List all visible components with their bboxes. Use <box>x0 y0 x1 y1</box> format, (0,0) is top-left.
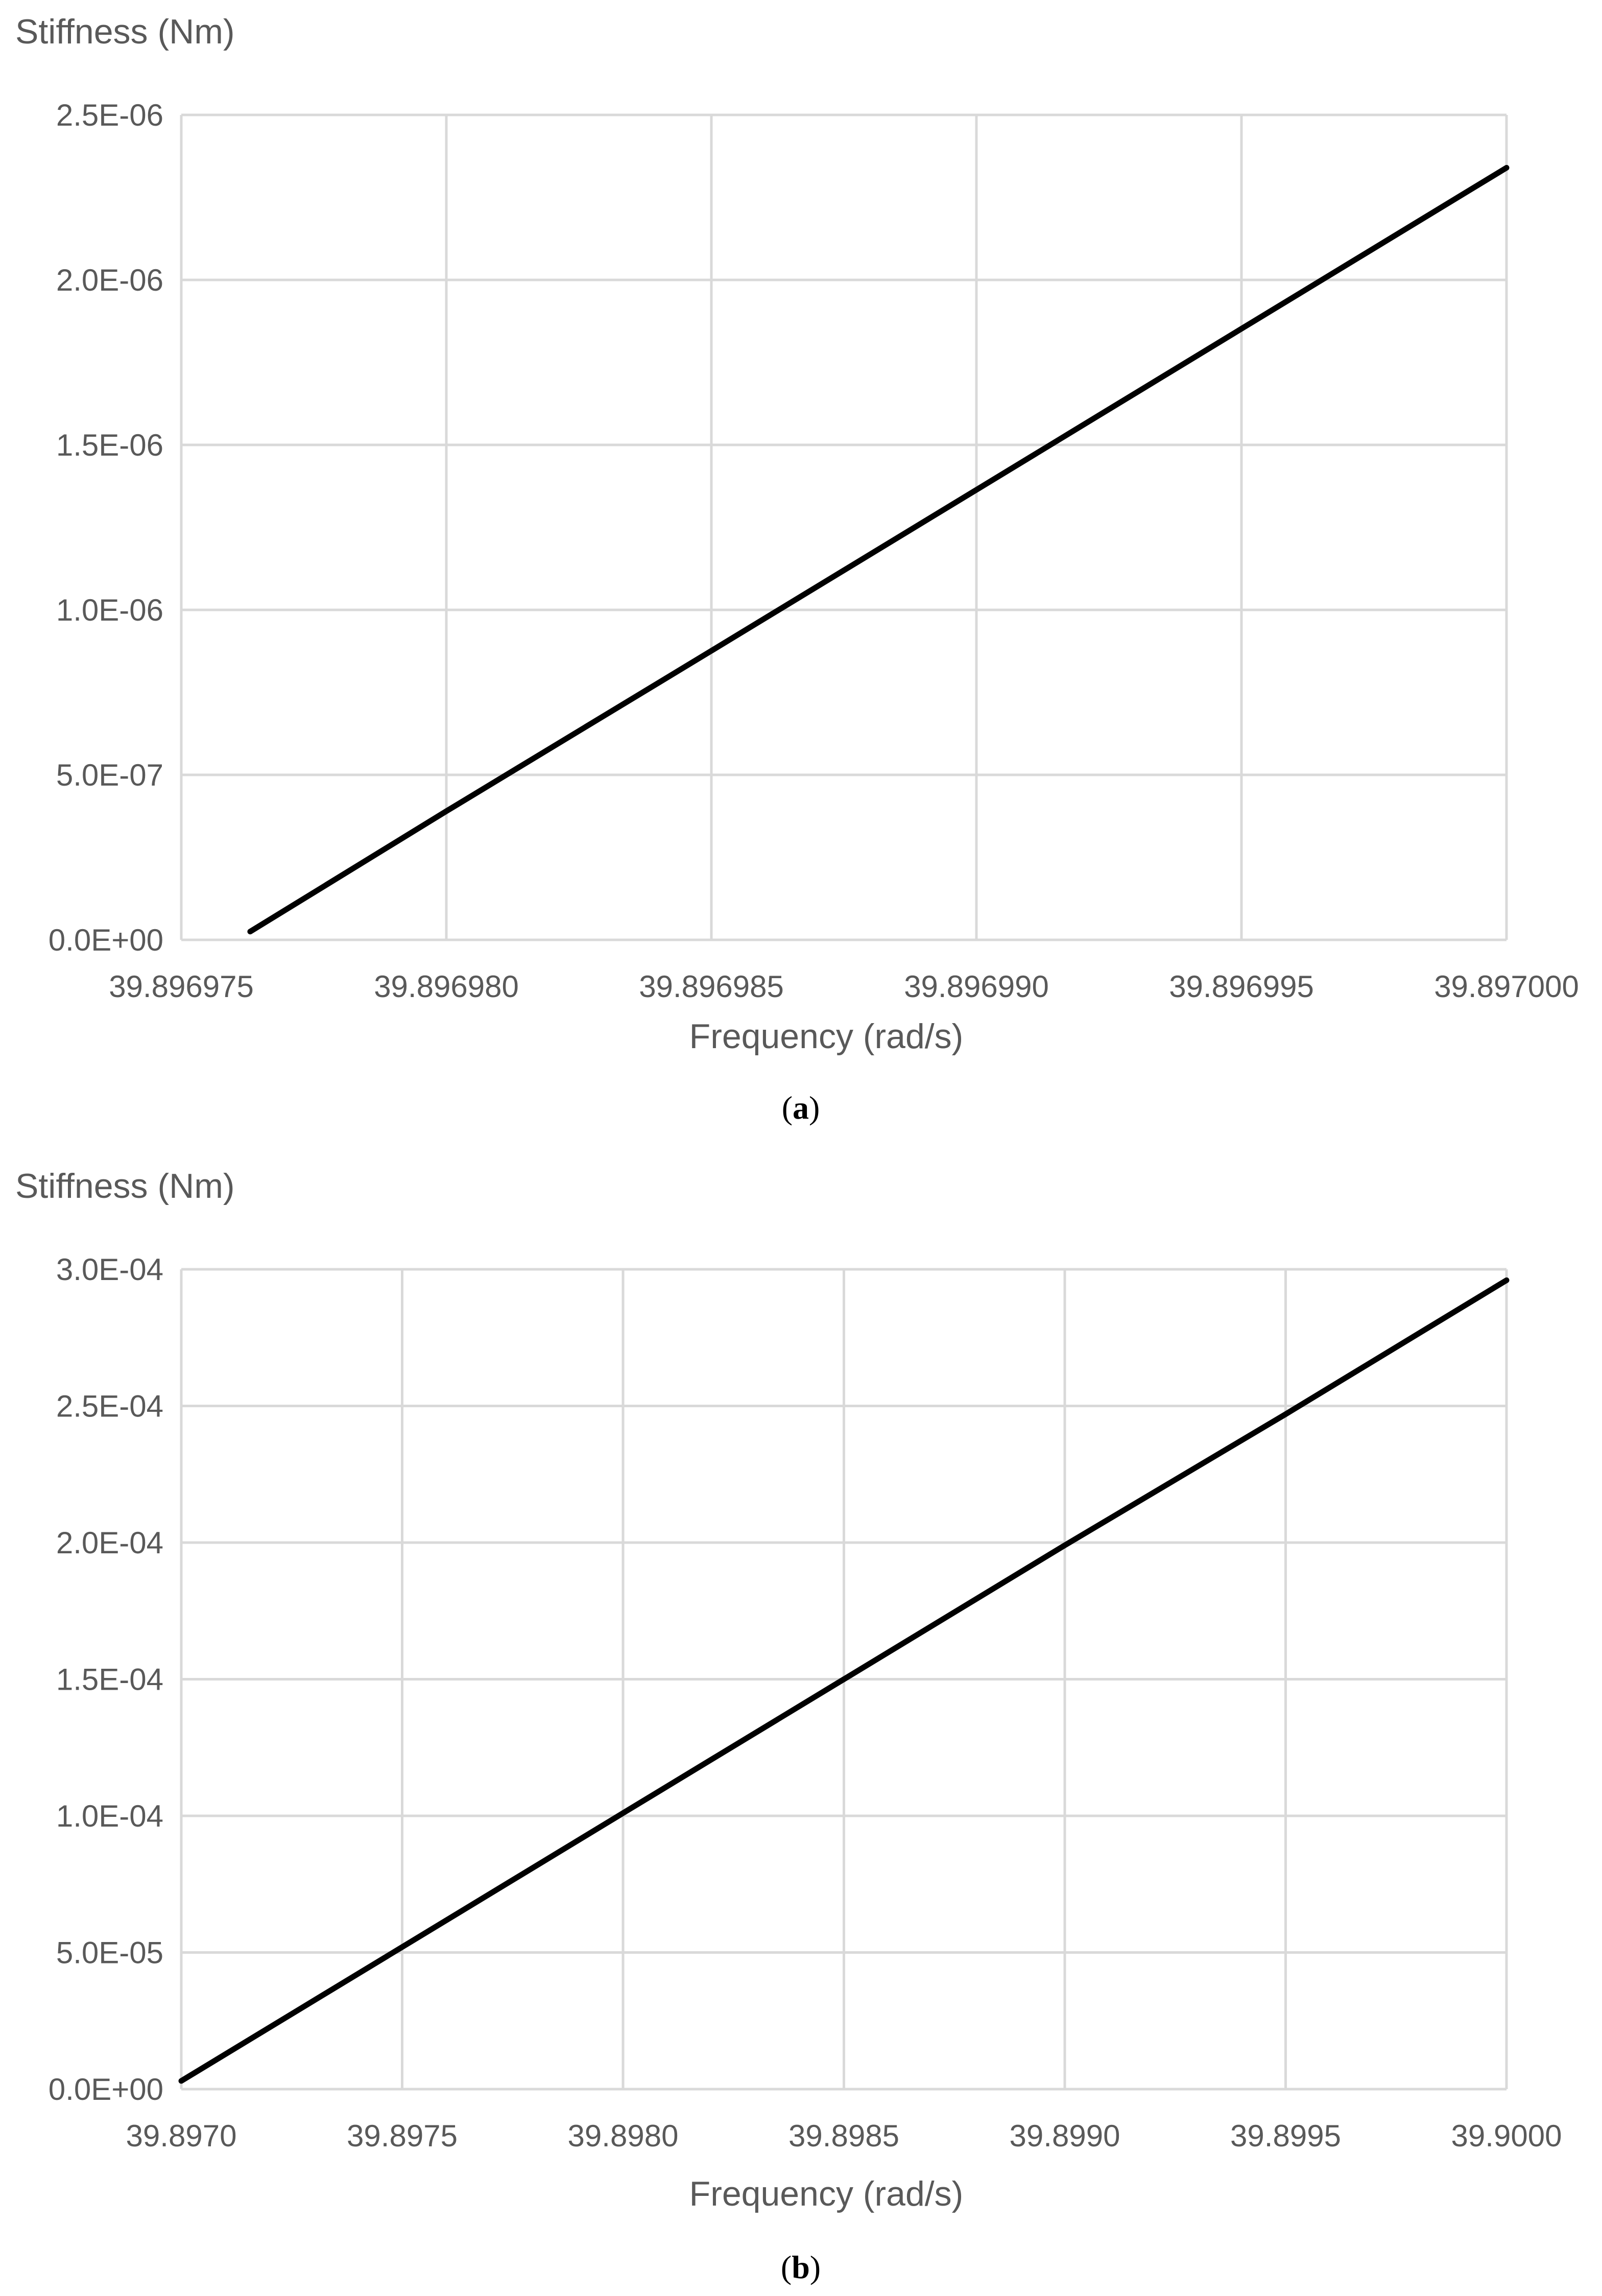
y-tick-label: 1.5E-04 <box>56 1663 163 1697</box>
x-tick-label: 39.896995 <box>1169 969 1314 1004</box>
x-tick-label: 39.896985 <box>639 969 784 1004</box>
panel-caption: (a) <box>782 1090 820 1126</box>
caption-letter: b <box>792 2249 810 2285</box>
x-axis-label: Frequency (rad/s) <box>689 1017 964 1056</box>
x-tick-label: 39.8970 <box>126 2119 237 2153</box>
y-tick-label: 2.0E-04 <box>56 1526 163 1560</box>
series-line <box>178 1277 1510 2084</box>
caption-open-paren: ( <box>781 2249 792 2285</box>
x-axis-label: Frequency (rad/s) <box>689 2174 964 2213</box>
caption-close-paren: ) <box>809 1090 820 1126</box>
y-tick-label: 5.0E-07 <box>56 758 163 792</box>
y-tick-labels: 0.0E+00 5.0E-05 1.0E-04 1.5E-04 2.0E-04 2.5E-… <box>49 1252 163 2106</box>
caption-open-paren: ( <box>782 1090 793 1126</box>
x-tick-labels: 39.896975 39.896980 39.896985 39.896990 39.8… <box>109 969 1579 1004</box>
gridlines <box>180 1268 1508 2091</box>
y-axis-label: Stiffness (Nm) <box>15 12 234 51</box>
x-tick-label: 39.896980 <box>374 969 519 1004</box>
panel-caption: (b) <box>781 2249 821 2285</box>
x-tick-label: 39.896975 <box>109 969 254 1004</box>
series-layer <box>178 1277 1510 2084</box>
chart-panel-a: Stiffness (Nm) 39.896975 39.896980 39.8969… <box>15 12 1579 1126</box>
caption-letter: a <box>793 1090 809 1126</box>
x-tick-label: 39.8980 <box>568 2119 679 2153</box>
x-tick-label: 39.8990 <box>1010 2119 1120 2153</box>
y-tick-label: 1.0E-04 <box>56 1799 163 1833</box>
y-tick-label: 3.0E-04 <box>56 1252 163 1287</box>
y-tick-label: 0.0E+00 <box>49 923 163 957</box>
series-line <box>247 164 1510 935</box>
series-layer <box>247 164 1510 935</box>
y-tick-label: 5.0E-05 <box>56 1936 163 1970</box>
x-tick-label: 39.8995 <box>1230 2119 1341 2153</box>
y-tick-label: 2.5E-04 <box>56 1389 163 1424</box>
x-tick-label: 39.897000 <box>1434 969 1579 1004</box>
x-tick-label: 39.9000 <box>1451 2119 1562 2153</box>
y-tick-label: 0.0E+00 <box>49 2072 163 2106</box>
y-tick-label: 1.0E-06 <box>56 593 163 627</box>
chart-panel-b: Stiffness (Nm) 39.8970 39.8975 39.8980 39.8… <box>15 1167 1562 2285</box>
y-tick-label: 2.0E-06 <box>56 263 163 297</box>
x-tick-label: 39.896990 <box>904 969 1049 1004</box>
y-tick-label: 1.5E-06 <box>56 428 163 462</box>
gridlines <box>180 113 1508 941</box>
y-tick-label: 2.5E-06 <box>56 98 163 132</box>
x-tick-labels: 39.8970 39.8975 39.8980 39.8985 39.8990 39.89… <box>126 2119 1562 2153</box>
y-axis-label: Stiffness (Nm) <box>15 1167 234 1205</box>
caption-close-paren: ) <box>810 2249 821 2285</box>
y-tick-labels: 0.0E+00 5.0E-07 1.0E-06 1.5E-06 2.0E-06 2.5E-… <box>49 98 163 957</box>
x-tick-label: 39.8975 <box>347 2119 458 2153</box>
x-tick-label: 39.8985 <box>788 2119 899 2153</box>
